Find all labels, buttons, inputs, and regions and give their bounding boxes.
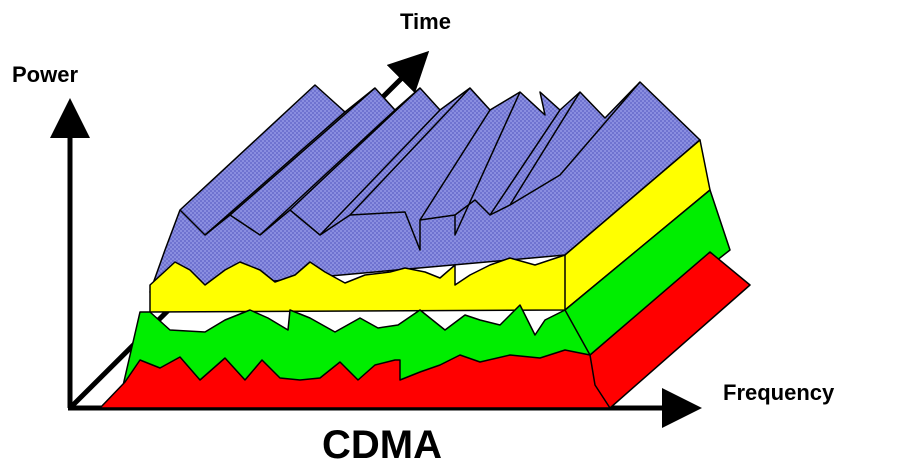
title: CDMA <box>322 423 442 467</box>
time-label: Time <box>400 9 451 34</box>
red-layer <box>99 251 751 409</box>
power-label: Power <box>12 62 78 87</box>
green-layer <box>121 189 731 401</box>
ridges <box>454 109 561 216</box>
ridges <box>419 91 521 236</box>
yellow-layer <box>149 139 711 313</box>
ridges <box>349 109 491 251</box>
edge <box>564 309 611 409</box>
ridges <box>509 81 641 206</box>
frequency-label: Frequency <box>723 380 835 405</box>
